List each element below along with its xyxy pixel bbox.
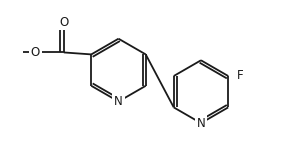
Text: F: F xyxy=(237,69,243,83)
Text: N: N xyxy=(197,117,205,130)
Text: O: O xyxy=(59,16,68,29)
Text: O: O xyxy=(31,46,40,59)
Text: N: N xyxy=(114,95,123,108)
